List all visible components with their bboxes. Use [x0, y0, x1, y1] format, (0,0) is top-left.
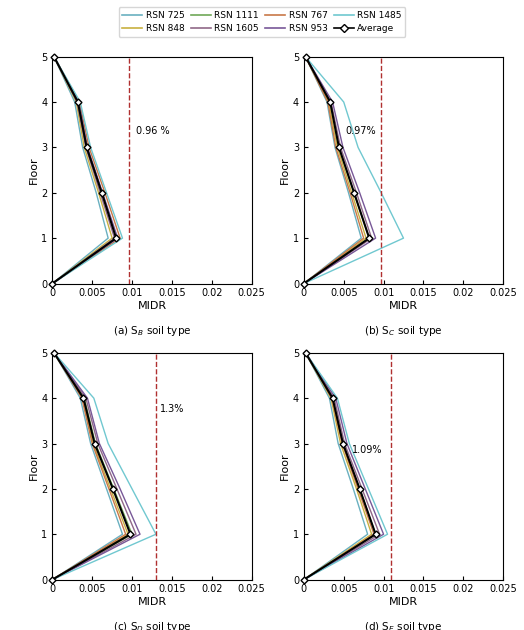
Text: 0.97%: 0.97% [345, 126, 376, 136]
X-axis label: MIDR: MIDR [137, 301, 167, 311]
Text: (b) S$_{C}$ soil type: (b) S$_{C}$ soil type [364, 324, 443, 338]
Text: (c) S$_{D}$ soil type: (c) S$_{D}$ soil type [113, 621, 191, 630]
Y-axis label: Floor: Floor [28, 156, 38, 184]
Text: (a) S$_{B}$ soil type: (a) S$_{B}$ soil type [113, 324, 191, 338]
X-axis label: MIDR: MIDR [389, 301, 418, 311]
Text: 1.3%: 1.3% [160, 404, 184, 414]
X-axis label: MIDR: MIDR [389, 597, 418, 607]
Legend: RSN 725, RSN 848, RSN 1111, RSN 1605, RSN 767, RSN 953, RSN 1485, Average: RSN 725, RSN 848, RSN 1111, RSN 1605, RS… [118, 7, 406, 37]
Text: 0.96 %: 0.96 % [136, 126, 170, 136]
Text: (d) S$_{E}$ soil type: (d) S$_{E}$ soil type [364, 621, 443, 630]
Y-axis label: Floor: Floor [280, 156, 290, 184]
Y-axis label: Floor: Floor [280, 452, 290, 480]
Y-axis label: Floor: Floor [28, 452, 38, 480]
Text: 1.09%: 1.09% [352, 445, 382, 455]
X-axis label: MIDR: MIDR [137, 597, 167, 607]
